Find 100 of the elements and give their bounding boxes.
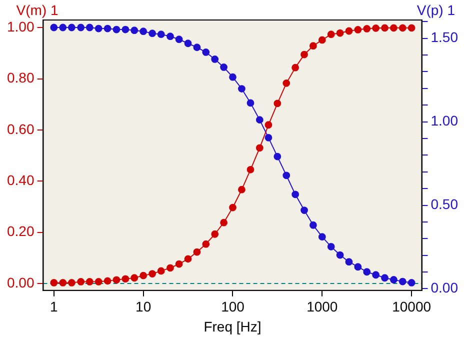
x-tick-label: 10 bbox=[136, 298, 152, 315]
point bbox=[157, 267, 165, 275]
point bbox=[390, 24, 398, 32]
point bbox=[211, 56, 219, 63]
point bbox=[336, 29, 344, 37]
point bbox=[148, 270, 156, 278]
point bbox=[398, 278, 406, 286]
point bbox=[264, 121, 272, 129]
point bbox=[345, 27, 353, 35]
point bbox=[157, 30, 165, 38]
point bbox=[59, 24, 67, 32]
point bbox=[166, 264, 174, 272]
point bbox=[256, 116, 264, 124]
point bbox=[229, 73, 236, 81]
y-axis-title: V(m) 1 bbox=[16, 2, 58, 18]
y2-tick-label: 1.00 bbox=[430, 112, 458, 129]
point bbox=[104, 24, 112, 32]
point bbox=[292, 64, 300, 72]
point bbox=[140, 272, 148, 280]
x-tick-label: 100 bbox=[221, 298, 245, 315]
point bbox=[148, 30, 156, 38]
y2-tick-label: 0.00 bbox=[430, 280, 458, 296]
point bbox=[175, 36, 183, 44]
point bbox=[363, 268, 371, 276]
point bbox=[50, 24, 58, 32]
point bbox=[68, 24, 76, 32]
point bbox=[94, 24, 102, 32]
point bbox=[372, 24, 380, 32]
point bbox=[94, 278, 102, 286]
point bbox=[300, 50, 308, 58]
point bbox=[175, 260, 183, 268]
point bbox=[104, 277, 112, 285]
point bbox=[309, 221, 317, 229]
x-tick-label: 10000 bbox=[392, 298, 432, 315]
point bbox=[372, 271, 380, 279]
point bbox=[398, 24, 406, 32]
point bbox=[122, 275, 130, 283]
point bbox=[246, 99, 254, 107]
point bbox=[318, 36, 326, 44]
y2-tick-label: 0.50 bbox=[430, 196, 458, 212]
point bbox=[86, 24, 94, 32]
y-tick-label: 0.20 bbox=[7, 223, 34, 240]
point bbox=[50, 279, 58, 286]
point bbox=[77, 278, 85, 286]
point bbox=[238, 85, 246, 92]
point bbox=[282, 79, 290, 87]
point bbox=[202, 48, 210, 56]
point bbox=[193, 248, 201, 256]
point bbox=[309, 42, 317, 50]
point bbox=[381, 24, 388, 32]
point bbox=[166, 32, 174, 40]
point bbox=[345, 258, 353, 266]
y-tick-label: 0.60 bbox=[7, 120, 34, 137]
point bbox=[59, 279, 67, 286]
y2-tick-label: 1.50 bbox=[430, 29, 458, 46]
x-tick-label: 1000 bbox=[306, 298, 338, 315]
point bbox=[220, 218, 228, 226]
point bbox=[112, 276, 120, 284]
point bbox=[229, 204, 236, 212]
point bbox=[408, 279, 416, 286]
point bbox=[202, 240, 210, 248]
point bbox=[193, 44, 201, 52]
y-tick-label: 0.40 bbox=[7, 172, 34, 188]
y2-axis-title: V(p) 1 bbox=[416, 2, 456, 18]
point bbox=[68, 279, 76, 286]
point bbox=[238, 186, 246, 194]
point bbox=[264, 134, 272, 142]
y-tick-label: 0.80 bbox=[7, 70, 34, 86]
point bbox=[211, 230, 219, 238]
point bbox=[112, 26, 120, 34]
point bbox=[184, 40, 192, 48]
point bbox=[130, 274, 138, 282]
y-tick-label: 0.00 bbox=[7, 274, 34, 290]
point bbox=[122, 26, 130, 34]
point bbox=[354, 263, 362, 271]
point bbox=[292, 190, 300, 198]
point bbox=[300, 206, 308, 214]
point bbox=[77, 24, 85, 32]
point bbox=[327, 242, 335, 250]
point bbox=[274, 152, 282, 160]
point bbox=[86, 278, 94, 286]
x-axis-title: Freq [Hz] bbox=[204, 318, 262, 334]
point bbox=[184, 255, 192, 263]
point bbox=[408, 24, 416, 32]
point bbox=[354, 26, 362, 34]
point bbox=[140, 28, 148, 36]
point bbox=[381, 274, 388, 282]
point bbox=[282, 172, 290, 180]
point bbox=[246, 166, 254, 174]
point bbox=[220, 64, 228, 71]
x-tick-label: 1 bbox=[50, 298, 58, 315]
point bbox=[318, 233, 326, 241]
point bbox=[336, 251, 344, 259]
point bbox=[390, 276, 398, 284]
point bbox=[256, 144, 264, 152]
point bbox=[130, 26, 138, 34]
point bbox=[327, 30, 335, 38]
point bbox=[363, 25, 371, 32]
point bbox=[274, 100, 282, 108]
y-tick-label: 1.00 bbox=[7, 18, 34, 35]
